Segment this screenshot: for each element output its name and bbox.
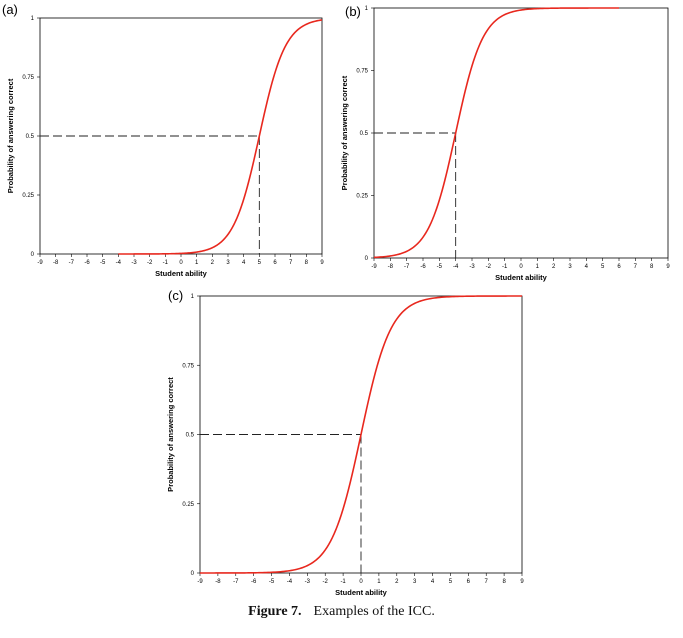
x-tick-label: -8 — [388, 264, 394, 270]
x-tick-label: 7 — [485, 579, 489, 585]
x-tick-label: 1 — [536, 264, 540, 270]
y-axis-title: Probability of answering correct — [6, 78, 15, 193]
y-tick-label: 0.25 — [22, 193, 34, 199]
x-tick-label: -3 — [469, 264, 475, 270]
x-tick-label: -3 — [131, 260, 137, 266]
chart-panel-1: (a) -9 -8 -7 -6 -5 -4 -3 -2 -1 0 1 2 3 4 5 6 7 8 9 0 0.25 0.5 0… — [2, 2, 324, 278]
caption-text: Examples of the ICC. — [313, 604, 435, 619]
y-tick-label: 0.5 — [26, 134, 35, 140]
x-tick-label: 6 — [467, 579, 471, 585]
x-axis-title: Student ability — [155, 269, 207, 278]
x-tick-label: 2 — [552, 264, 556, 270]
y-tick-label: 0 — [365, 256, 369, 262]
x-tick-label: -2 — [147, 260, 153, 266]
y-tick-label: 0.25 — [182, 502, 194, 508]
panel-label: (b) — [345, 4, 361, 19]
x-tick-label: -6 — [420, 264, 426, 270]
x-tick-label: 5 — [601, 264, 605, 270]
x-tick-label: 1 — [377, 579, 381, 585]
x-tick-label: 9 — [320, 260, 324, 266]
x-tick-label: -9 — [37, 260, 43, 266]
x-tick-label: -7 — [233, 579, 239, 585]
x-tick-label: 3 — [226, 260, 230, 266]
x-tick-label: -5 — [437, 264, 443, 270]
x-tick-label: 2 — [395, 579, 399, 585]
x-tick-label: -1 — [340, 579, 346, 585]
x-tick-label: -1 — [502, 264, 508, 270]
x-tick-label: -2 — [486, 264, 492, 270]
chart-panel-3: (c) -9 -8 -7 -6 -5 -4 -3 -2 -1 0 1 2 3 4 5 6 7 8 9 0 0.25 0.5 0… — [166, 288, 524, 597]
x-axis-title: Student ability — [495, 273, 547, 282]
x-tick-label: -9 — [371, 264, 377, 270]
x-tick-label: 8 — [305, 260, 309, 266]
figure-canvas: (a) -9 -8 -7 -6 -5 -4 -3 -2 -1 0 1 2 3 4 5 6 7 8 9 0 0.25 0.5 0… — [2, 2, 670, 597]
x-tick-label: -7 — [404, 264, 410, 270]
x-tick-label: -8 — [215, 579, 221, 585]
x-tick-label: 5 — [258, 260, 262, 266]
figure-caption: Figure 7. Examples of the ICC. — [0, 604, 683, 620]
x-tick-label: -2 — [323, 579, 329, 585]
chart-panel-2: (b) -9 -8 -7 -6 -5 -4 -3 -2 -1 0 1 2 3 4 5 6 7 8 9 0 0.25 0.5 0… — [340, 4, 670, 282]
x-tick-label: 8 — [502, 579, 506, 585]
y-axis-title: Probability of answering correct — [340, 75, 349, 190]
x-tick-label: 4 — [431, 579, 435, 585]
x-tick-label: -3 — [305, 579, 311, 585]
x-tick-label: 9 — [666, 264, 670, 270]
y-tick-label: 1 — [31, 16, 35, 22]
x-tick-label: 7 — [634, 264, 638, 270]
x-tick-label: 1 — [195, 260, 199, 266]
y-axis-title: Probability of answering correct — [166, 377, 175, 492]
x-tick-label: -5 — [269, 579, 275, 585]
x-tick-label: 9 — [520, 579, 524, 585]
x-tick-label: 0 — [179, 260, 183, 266]
x-tick-label: 4 — [585, 264, 589, 270]
x-tick-label: 0 — [359, 579, 363, 585]
x-tick-label: -4 — [453, 264, 459, 270]
x-tick-label: -8 — [53, 260, 59, 266]
x-tick-label: -1 — [163, 260, 169, 266]
x-tick-label: -6 — [84, 260, 90, 266]
panel-label: (c) — [168, 288, 183, 303]
x-tick-label: 0 — [519, 264, 523, 270]
y-tick-label: 0 — [191, 571, 195, 577]
panel-label: (a) — [2, 2, 18, 17]
icc-curve — [118, 19, 323, 255]
x-tick-label: 2 — [211, 260, 215, 266]
icc-curve — [373, 7, 619, 259]
y-tick-label: 0.75 — [182, 363, 194, 369]
y-tick-label: 0.25 — [356, 194, 368, 200]
x-tick-label: 8 — [650, 264, 654, 270]
y-tick-label: 0.75 — [22, 75, 34, 81]
y-tick-label: 1 — [365, 6, 369, 12]
x-tick-label: 4 — [242, 260, 246, 266]
x-tick-label: 7 — [289, 260, 293, 266]
x-tick-label: 3 — [568, 264, 572, 270]
x-tick-label: -4 — [116, 260, 122, 266]
y-tick-label: 0.5 — [186, 433, 195, 439]
caption-label: Figure 7. — [248, 604, 302, 619]
y-tick-label: 0.75 — [356, 69, 368, 75]
x-axis-title: Student ability — [335, 588, 387, 597]
x-tick-label: -9 — [197, 579, 203, 585]
x-tick-label: -7 — [69, 260, 75, 266]
y-tick-label: 1 — [191, 294, 195, 300]
x-tick-label: 6 — [617, 264, 621, 270]
x-tick-label: -6 — [251, 579, 257, 585]
x-tick-label: -5 — [100, 260, 106, 266]
x-tick-label: 3 — [413, 579, 417, 585]
x-tick-label: 5 — [449, 579, 453, 585]
x-tick-label: -4 — [287, 579, 293, 585]
icc-curve — [200, 295, 522, 574]
x-tick-label: 6 — [273, 260, 277, 266]
y-tick-label: 0.5 — [360, 131, 369, 137]
y-tick-label: 0 — [31, 252, 35, 258]
